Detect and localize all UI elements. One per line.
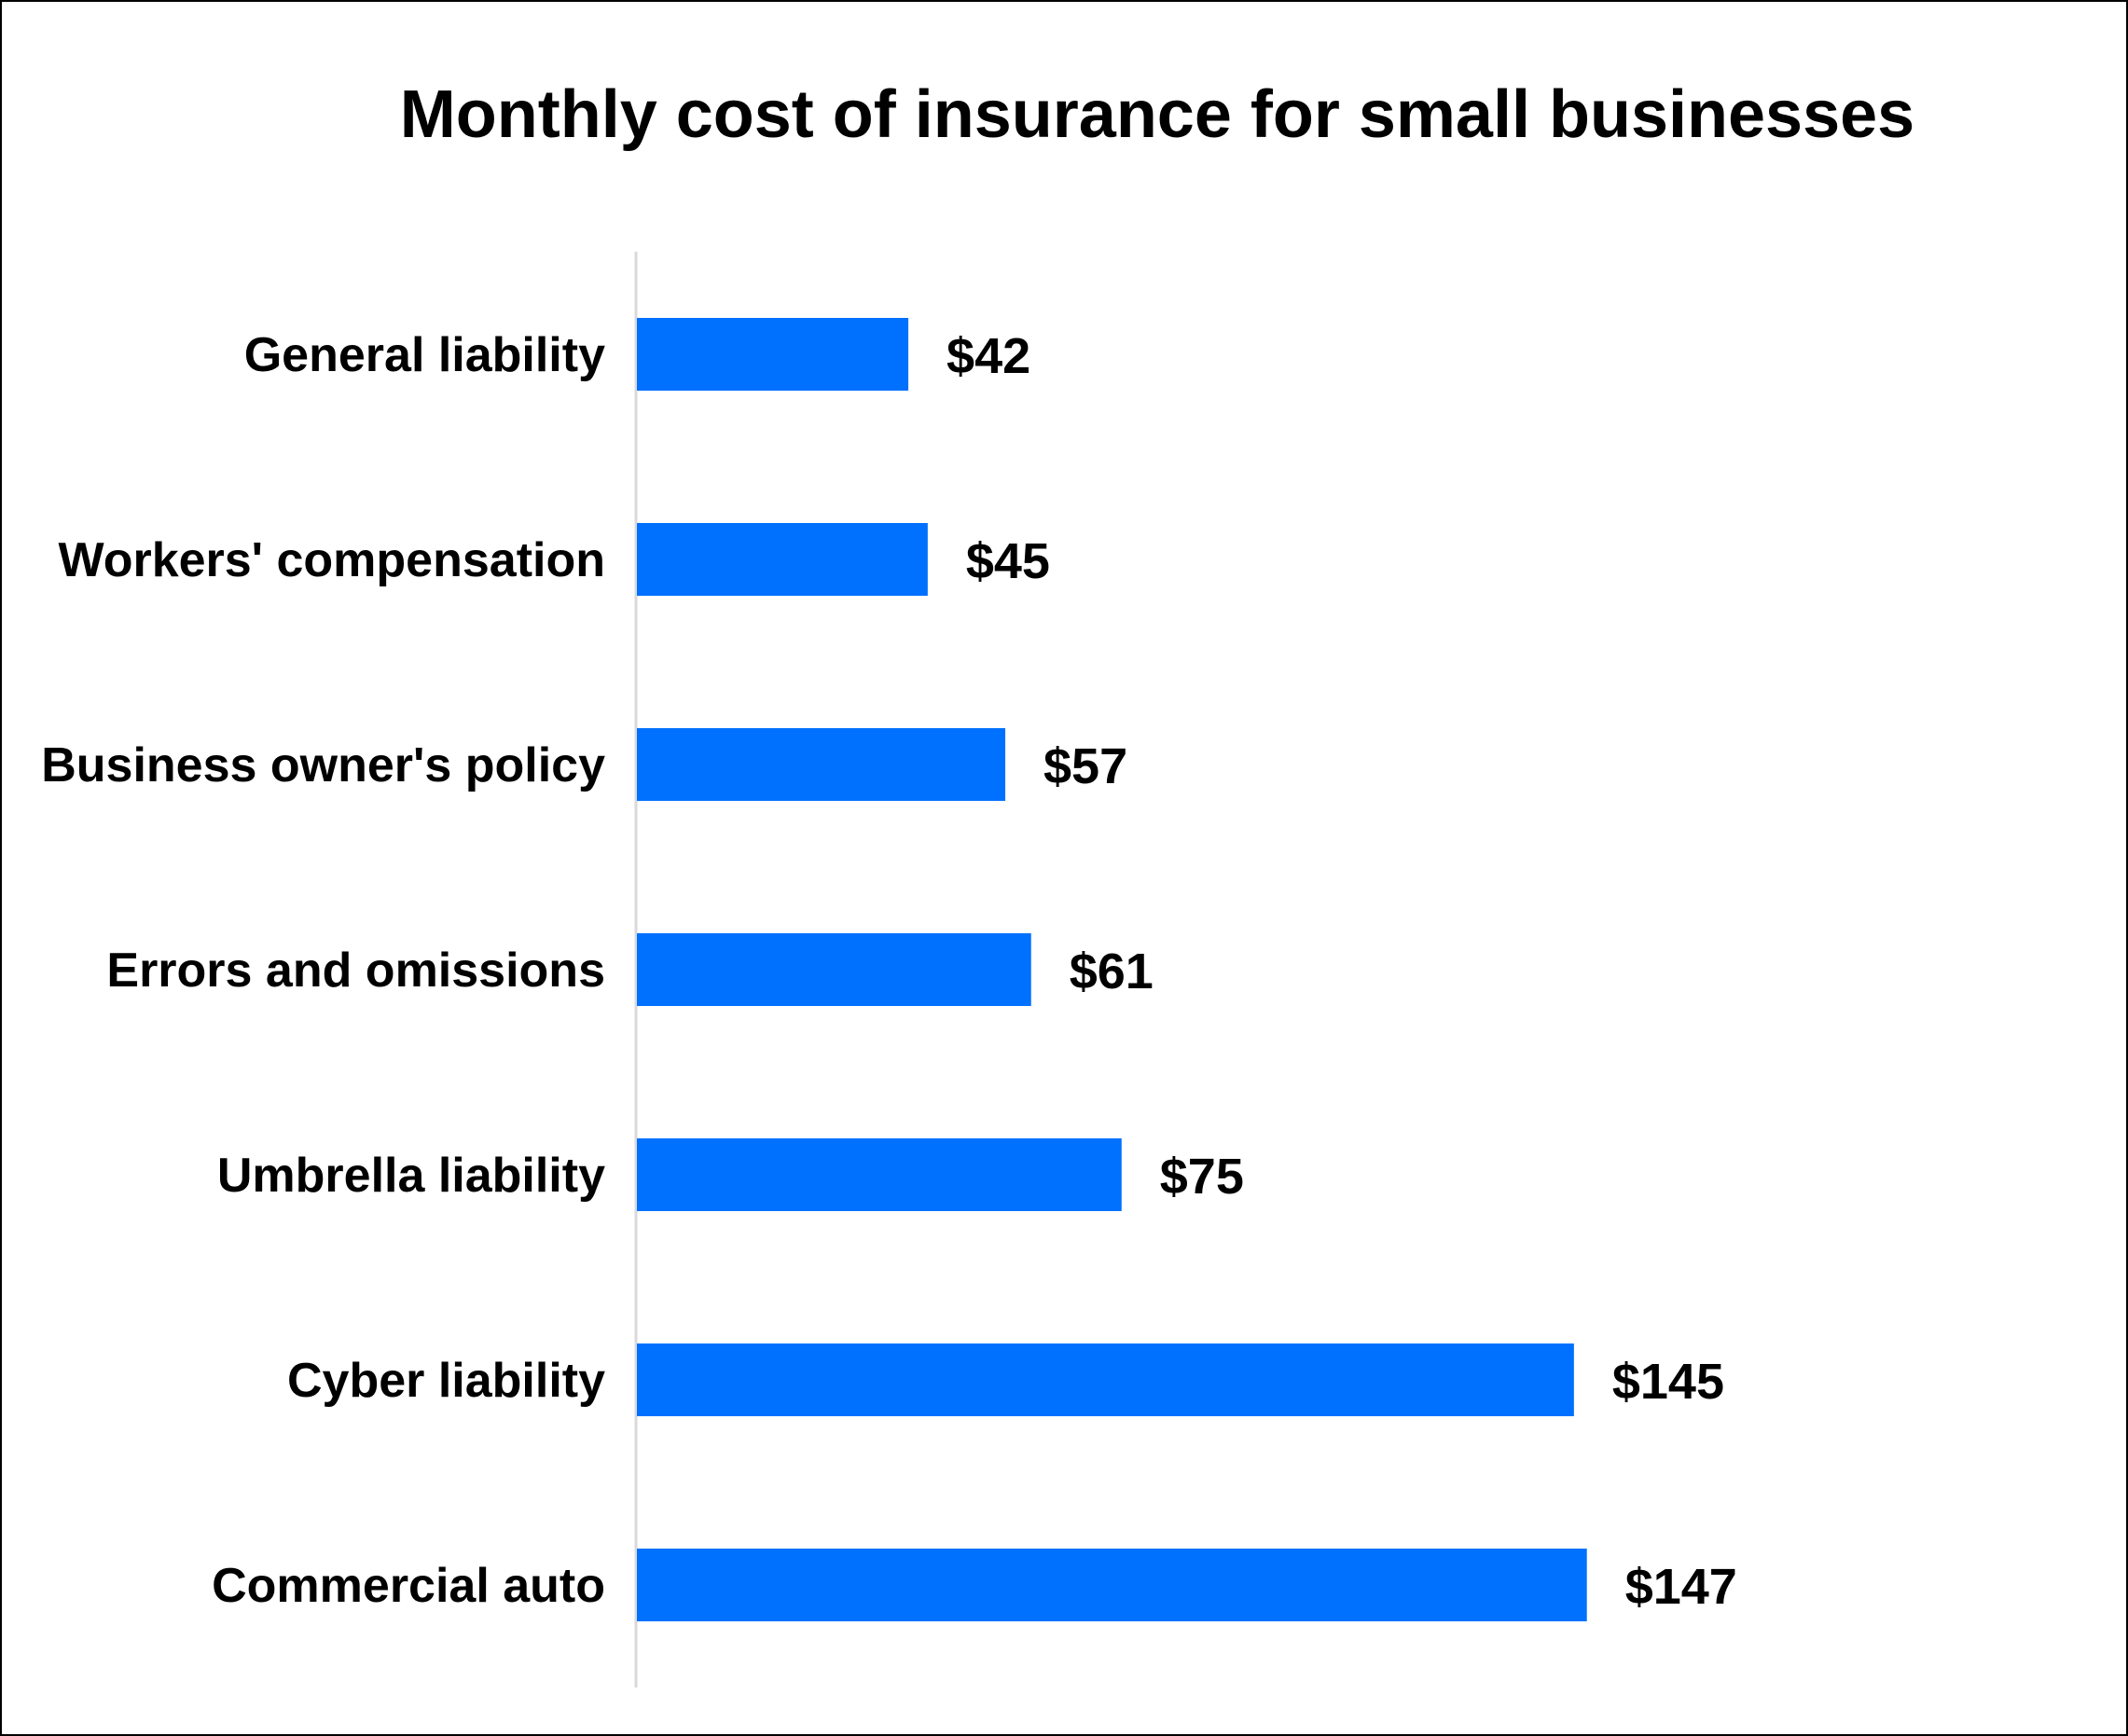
data-label: $61: [1070, 944, 1154, 999]
category-label: Umbrella liability: [217, 1149, 605, 1203]
bar-6: [637, 1549, 1587, 1621]
bar-0: [637, 318, 909, 391]
bar-3: [637, 933, 1031, 1006]
bar-4: [637, 1138, 1122, 1211]
category-label: Errors and omissions: [106, 944, 605, 998]
category-label: Cyber liability: [287, 1354, 605, 1408]
data-label: $145: [1612, 1354, 1724, 1410]
data-label: $75: [1160, 1149, 1244, 1205]
chart-title: Monthly cost of insurance for small busi…: [399, 77, 1915, 152]
data-label: $45: [966, 533, 1050, 589]
category-label: Business owner's policy: [41, 738, 605, 792]
category-label: General liability: [244, 328, 605, 382]
category-label: Commercial auto: [212, 1559, 605, 1613]
bar-2: [637, 728, 1006, 801]
data-label: $42: [947, 328, 1030, 384]
bar-5: [637, 1343, 1574, 1416]
category-label: Workers' compensation: [59, 533, 605, 587]
bar-1: [637, 523, 928, 596]
data-label: $57: [1043, 738, 1127, 794]
data-label: $147: [1625, 1559, 1737, 1615]
